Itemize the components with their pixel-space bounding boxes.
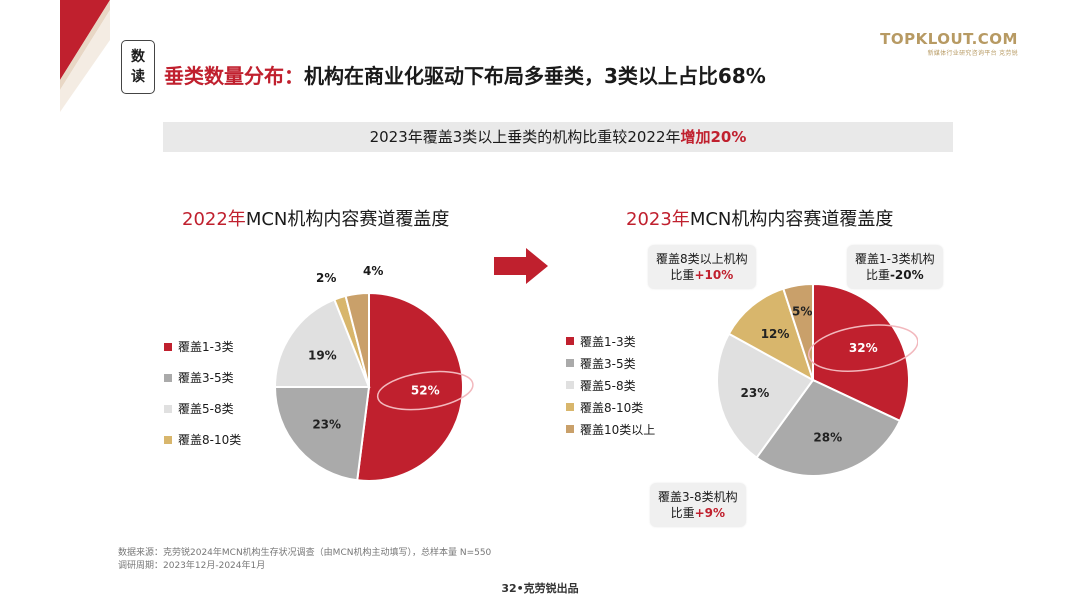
pie-slice-label-1: 52% <box>411 384 440 398</box>
section-badge: 数 读 <box>121 40 155 94</box>
source-line-1: 数据来源：克劳锐2024年MCN机构生存状况调查（由MCN机构主动填写），总样本… <box>118 548 492 558</box>
legend-2022: 覆盖1-3类 覆盖3-5类 覆盖5-8类 覆盖8-10类 <box>164 331 241 455</box>
logo-name: TOPKLOUT.COM <box>880 30 1018 48</box>
pie-slice-2 <box>273 386 371 482</box>
legend-item: 覆盖8-10类 <box>566 396 655 418</box>
callout-3to8-delta: +9% <box>694 506 726 520</box>
legend-item: 覆盖3-5类 <box>566 352 655 374</box>
pie-slice-3 <box>716 332 815 460</box>
pie-slice-label-2: 23% <box>312 417 341 431</box>
legend-label: 覆盖3-5类 <box>580 356 636 371</box>
banner-highlight: 增加20% <box>680 128 747 146</box>
chart-2022-title: 2022年MCN机构内容赛道覆盖度 <box>182 205 449 231</box>
callout-3to8-text: 比重 <box>670 506 695 520</box>
legend-swatch <box>566 381 574 389</box>
pie-slice-label-3: 23% <box>741 386 770 400</box>
legend-swatch <box>566 337 574 345</box>
legend-label: 覆盖5-8类 <box>580 378 636 393</box>
pie-slice-2 <box>755 378 902 477</box>
callout-1to3: 覆盖1-3类机构 比重-20% <box>847 245 943 289</box>
callout-1to3-text: 比重 <box>865 268 890 282</box>
pie-slice-label-4: 12% <box>761 327 790 341</box>
pie-slice-label-1: 32% <box>849 341 878 355</box>
highlight-ellipse <box>376 370 474 411</box>
pie-chart-2022: 52% 23% 19% <box>273 291 474 482</box>
legend-item: 覆盖3-5类 <box>164 362 241 393</box>
legend-item: 覆盖1-3类 <box>164 331 241 362</box>
chart-2023-title-rest: MCN机构内容赛道覆盖度 <box>689 209 894 230</box>
pie-2022-label-2pct: 2% <box>316 271 337 285</box>
pie-slice-1 <box>812 282 910 423</box>
legend-swatch <box>164 435 172 444</box>
legend-label: 覆盖1-3类 <box>178 340 234 354</box>
callout-8plus-delta: +10% <box>694 268 734 282</box>
title-topic: 垂类数量分布： <box>164 64 304 88</box>
banner-text: 2023年覆盖3类以上垂类的机构比重较2022年 <box>369 128 681 146</box>
pie-2022-label-4pct: 4% <box>363 264 384 278</box>
legend-label: 覆盖3-5类 <box>178 371 234 385</box>
pie-slice-4 <box>727 287 815 383</box>
legend-item: 覆盖8-10类 <box>164 424 241 455</box>
pie-slice-3 <box>273 298 371 388</box>
callout-8plus-line1: 覆盖8类以上机构 <box>656 252 748 266</box>
callout-8plus-text: 比重 <box>670 268 695 282</box>
badge-char-1: 数 <box>131 49 145 65</box>
legend-item: 覆盖5-8类 <box>566 374 655 396</box>
legend-swatch <box>566 403 574 411</box>
corner-decoration <box>60 0 110 112</box>
legend-item: 覆盖1-3类 <box>566 330 655 352</box>
logo-tagline: 新媒体行业研究咨询平台 克劳锐 <box>927 50 1018 57</box>
legend-swatch <box>164 404 172 413</box>
callout-3to8: 覆盖3-8类机构 比重+9% <box>650 483 746 527</box>
callout-8plus: 覆盖8类以上机构 比重+10% <box>648 245 756 289</box>
chart-2022-title-year: 2022年 <box>182 209 246 230</box>
legend-label: 覆盖5-8类 <box>178 402 234 416</box>
pie-slice-label-3: 19% <box>308 348 337 362</box>
page-title: 垂类数量分布：机构在商业化驱动下布局多垂类，3类以上占比68% <box>164 60 766 89</box>
callout-1to3-line2: 比重-20% <box>855 267 935 283</box>
brand-logo: TOPKLOUT.COM 新媒体行业研究咨询平台 克劳锐 <box>880 30 1018 57</box>
pie-slice-1 <box>356 291 464 482</box>
pie-slice-5 <box>344 291 370 388</box>
legend-swatch <box>566 359 574 367</box>
pie-slice-label-2: 28% <box>813 431 842 445</box>
legend-swatch <box>164 373 172 382</box>
callout-3to8-line1: 覆盖3-8类机构 <box>658 490 738 504</box>
right-arrow-icon <box>494 248 548 284</box>
callout-3to8-line2: 比重+9% <box>658 505 738 521</box>
chart-2022-title-rest: MCN机构内容赛道覆盖度 <box>245 209 450 230</box>
pie-chart-2023: 32% 28% 23% 12%5% <box>716 282 918 477</box>
legend-label: 覆盖1-3类 <box>580 334 636 349</box>
callout-1to3-delta: -20% <box>889 268 924 282</box>
source-line-2: 调研周期：2023年12月-2024年1月 <box>118 561 266 571</box>
legend-swatch <box>164 342 172 351</box>
title-statement: 机构在商业化驱动下布局多垂类，3类以上占比68% <box>304 64 766 88</box>
legend-item: 覆盖10类以上 <box>566 418 655 440</box>
highlight-ellipse <box>807 324 918 372</box>
callout-8plus-line2: 比重+10% <box>656 267 748 283</box>
badge-char-2: 读 <box>131 69 145 85</box>
legend-item: 覆盖5-8类 <box>164 393 241 424</box>
callout-1to3-line1: 覆盖1-3类机构 <box>855 252 935 266</box>
legend-label: 覆盖8-10类 <box>580 400 644 415</box>
legend-swatch <box>566 425 574 433</box>
pie-slice-label-5: 5% <box>792 305 812 319</box>
legend-2023: 覆盖1-3类 覆盖3-5类 覆盖5-8类 覆盖8-10类 覆盖10类以上 <box>566 330 655 440</box>
legend-label: 覆盖8-10类 <box>178 433 242 447</box>
summary-banner: 2023年覆盖3类以上垂类的机构比重较2022年增加20% <box>163 122 953 152</box>
legend-label: 覆盖10类以上 <box>580 422 656 437</box>
page-footer: 32•克劳锐出品 <box>501 582 579 595</box>
chart-2023-title-year: 2023年 <box>626 209 690 230</box>
pie-slice-5 <box>782 282 814 381</box>
chart-2023-title: 2023年MCN机构内容赛道覆盖度 <box>626 205 893 231</box>
data-source-note: 数据来源：克劳锐2024年MCN机构生存状况调查（由MCN机构主动填写），总样本… <box>118 547 491 573</box>
